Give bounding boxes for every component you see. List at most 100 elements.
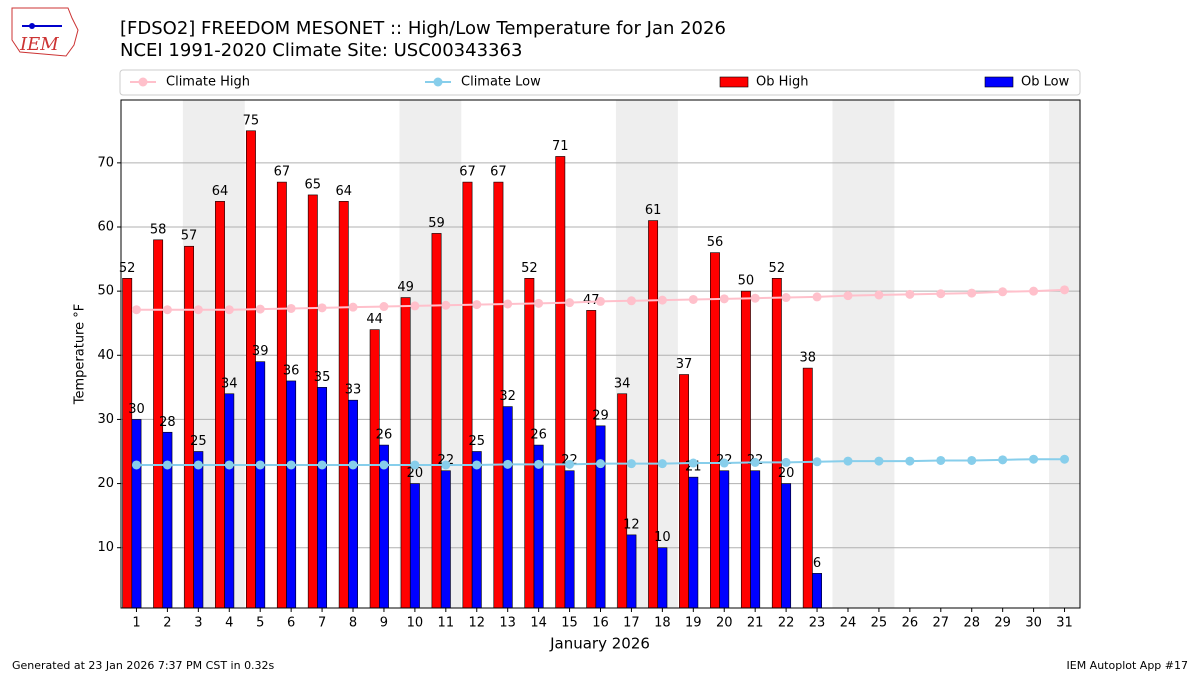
- y-tick-label: 20: [97, 476, 114, 491]
- bar: [255, 361, 266, 609]
- line-point: [503, 459, 513, 469]
- x-tick-label: 4: [225, 616, 233, 631]
- line-point: [1060, 454, 1070, 464]
- bar-value-label: 52: [769, 261, 786, 276]
- line-point: [596, 459, 605, 469]
- bar: [626, 534, 637, 609]
- line-point: [719, 458, 729, 468]
- bar-value-label: 67: [459, 165, 476, 180]
- footer-right: IEM Autoplot App #17: [1067, 659, 1189, 672]
- line-point: [379, 302, 389, 312]
- legend-box: [119, 69, 1081, 96]
- line-point: [998, 287, 1008, 297]
- bar: [193, 451, 204, 609]
- bar: [771, 278, 782, 609]
- chart-subtitle: NCEI 1991-2020 Climate Site: USC00343363: [120, 40, 522, 61]
- x-tick-label: 12: [468, 616, 485, 631]
- bar: [162, 431, 173, 609]
- bar: [245, 130, 256, 609]
- x-tick-label: 19: [685, 616, 702, 631]
- y-tick-label: 50: [97, 284, 114, 299]
- y-tick-label: 10: [97, 540, 114, 555]
- line-point: [472, 460, 482, 470]
- x-tick-label: 21: [747, 616, 764, 631]
- bar: [595, 425, 606, 609]
- line-point: [224, 460, 234, 470]
- chart-title: [FDSO2] FREEDOM MESONET :: High/Low Temp…: [120, 18, 726, 39]
- bar-value-label: 33: [345, 383, 362, 398]
- bar-value-label: 38: [799, 351, 816, 366]
- line-point: [967, 288, 977, 298]
- bar-value-label: 35: [314, 370, 331, 385]
- bar-value-label: 25: [190, 434, 207, 449]
- x-tick-label: 8: [349, 616, 357, 631]
- legend-marker: [433, 77, 443, 87]
- line-point: [781, 457, 791, 467]
- bar-value-label: 49: [397, 280, 414, 295]
- bar: [286, 380, 297, 609]
- line-point: [905, 289, 915, 299]
- bar-value-label: 44: [366, 312, 383, 327]
- bar-value-label: 59: [428, 216, 445, 231]
- bar-value-label: 26: [376, 428, 393, 443]
- line-point: [286, 303, 296, 313]
- bar-value-label: 65: [305, 177, 322, 192]
- bar-value-label: 58: [150, 222, 167, 237]
- bar-value-label: 28: [159, 415, 176, 430]
- bar: [369, 329, 380, 609]
- footer-left: Generated at 23 Jan 2026 7:37 PM CST in …: [12, 659, 275, 672]
- line-point: [534, 298, 544, 308]
- line-point: [626, 296, 636, 306]
- bar-value-label: 37: [676, 357, 693, 372]
- bar-value-label: 10: [654, 530, 671, 545]
- x-tick-label: 13: [499, 616, 516, 631]
- line-point: [1029, 286, 1039, 296]
- line-point: [750, 457, 760, 467]
- bar: [131, 419, 142, 609]
- line-point: [657, 459, 667, 469]
- bar: [564, 470, 575, 609]
- x-tick-label: 17: [623, 616, 640, 631]
- bar-value-label: 20: [778, 466, 795, 481]
- legend-swatch: [984, 76, 1014, 88]
- bar: [802, 367, 813, 609]
- bar-value-label: 34: [614, 376, 631, 391]
- line-point: [410, 301, 420, 311]
- x-tick-label: 30: [1025, 616, 1042, 631]
- bar: [688, 476, 699, 609]
- bar-value-label: 75: [243, 113, 260, 128]
- bar: [710, 252, 720, 609]
- line-point: [874, 290, 884, 300]
- bar: [750, 470, 761, 609]
- legend-marker: [138, 77, 148, 87]
- bar-value-label: 6: [813, 556, 821, 571]
- x-tick-label: 2: [163, 616, 171, 631]
- x-tick-label: 28: [963, 616, 980, 631]
- bar: [409, 483, 420, 609]
- line-point: [967, 455, 977, 465]
- y-axis-label: Temperature °F: [73, 304, 88, 405]
- x-tick-label: 14: [530, 616, 547, 631]
- line-point: [750, 293, 760, 303]
- line-point: [812, 457, 822, 467]
- bar-value-label: 36: [283, 363, 300, 378]
- y-tick-label: 30: [97, 412, 114, 427]
- line-point: [874, 456, 884, 466]
- bar-value-label: 25: [468, 434, 485, 449]
- bar-value-label: 12: [623, 517, 640, 532]
- line-point: [131, 460, 141, 470]
- line-point: [441, 300, 451, 310]
- line-point: [286, 460, 296, 470]
- bar: [679, 374, 689, 609]
- bar: [740, 290, 751, 609]
- x-tick-label: 20: [716, 616, 733, 631]
- legend-label: Climate Low: [461, 75, 541, 90]
- bar: [224, 393, 235, 609]
- y-tick-label: 70: [97, 155, 114, 170]
- line-point: [843, 456, 853, 466]
- line-point: [657, 295, 667, 305]
- bar-value-label: 67: [490, 165, 507, 180]
- line-point: [843, 291, 853, 301]
- bar-value-label: 71: [552, 139, 569, 154]
